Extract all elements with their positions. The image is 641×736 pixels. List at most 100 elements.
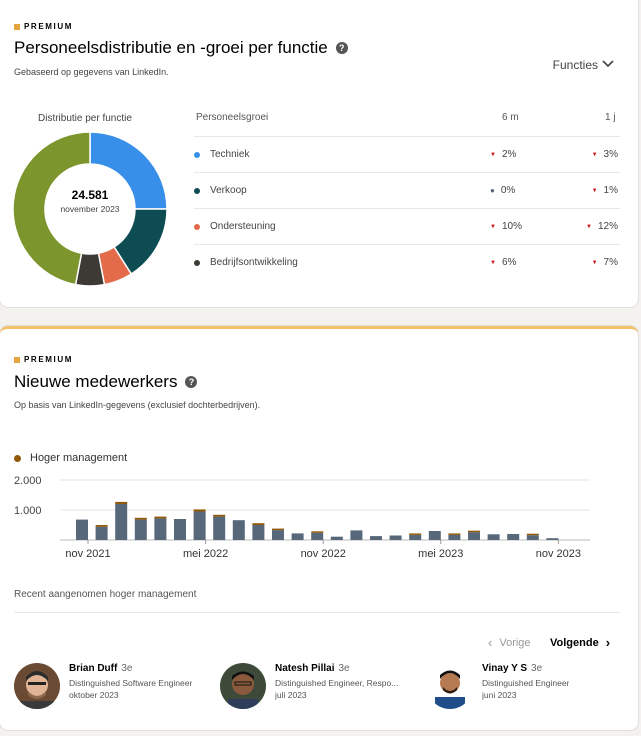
bar[interactable]	[232, 520, 245, 540]
one-year-growth: ▼ 3%	[591, 149, 618, 160]
bar[interactable]	[174, 519, 186, 540]
avatar[interactable]	[427, 663, 473, 709]
bar[interactable]	[546, 538, 559, 540]
avatar[interactable]	[14, 663, 60, 709]
function-color-dot	[194, 224, 200, 230]
bar[interactable]	[350, 530, 363, 540]
trend-down-icon: ▼	[586, 224, 592, 230]
hire-info: Brian Duff 3e Distinguished Software Engi…	[69, 663, 192, 709]
bar-segment-senior[interactable]	[213, 514, 226, 517]
function-row: Techniek ▼ 2% ▼ 3%	[194, 136, 620, 172]
bar[interactable]	[330, 536, 343, 540]
six-month-growth: ● 0%	[490, 185, 516, 196]
premium-icon	[14, 356, 20, 363]
next-button[interactable]: Volgende ›	[550, 635, 610, 650]
one-year-growth: ▼ 1%	[591, 185, 618, 196]
hire-name[interactable]: Natesh Pillai 3e	[275, 663, 350, 674]
functies-dropdown[interactable]: Functies	[553, 58, 614, 72]
bar-segment-senior[interactable]	[252, 523, 265, 525]
hire-info: Vinay Y S 3e Distinguished Engineer juni …	[482, 663, 569, 709]
bar-segment-senior[interactable]	[115, 501, 128, 504]
chart-legend: Hoger management	[14, 452, 127, 464]
chevron-right-icon: ›	[605, 635, 611, 650]
hires-title-text: Nieuwe medewerkers	[14, 372, 178, 391]
hire-role: Distinguished Engineer	[482, 678, 570, 688]
function-row: Bedrijfsontwikkeling ▼ 6% ▼ 7%	[194, 244, 620, 280]
x-tick-label: mei 2023	[418, 548, 463, 560]
hire-card-vinay-y-s[interactable]: Vinay Y S 3e Distinguished Engineer juni …	[427, 663, 569, 709]
hire-card-brian-duff[interactable]: Brian Duff 3e Distinguished Software Engi…	[14, 663, 192, 709]
function-name: Verkoop	[210, 185, 247, 196]
chevron-left-icon: ‹	[488, 635, 493, 650]
bar-segment-senior[interactable]	[95, 525, 108, 527]
function-row: Ondersteuning ▼ 10% ▼ 12%	[194, 208, 620, 244]
function-name: Ondersteuning	[210, 221, 276, 232]
bar[interactable]	[409, 534, 422, 540]
bar-segment-senior[interactable]	[134, 517, 147, 520]
hire-name[interactable]: Vinay Y S 3e	[482, 663, 543, 674]
distribution-card: PREMIUM Personeelsdistributie en -groei …	[0, 0, 638, 307]
y-tick-label: 2.000	[14, 475, 42, 487]
hire-card-natesh-pillai[interactable]: Natesh Pillai 3e Distinguished Engineer, …	[220, 663, 398, 709]
six-month-growth: ▼ 6%	[490, 257, 517, 268]
bar-segment-senior[interactable]	[409, 533, 422, 535]
help-icon[interactable]: ?	[185, 376, 198, 388]
donut-center: 24.581 november 2023	[13, 188, 167, 214]
donut-center-date: november 2023	[60, 204, 120, 214]
bar-segment-senior[interactable]	[272, 528, 284, 531]
donut-slice[interactable]	[13, 132, 91, 286]
bar[interactable]	[213, 516, 226, 540]
bar-segment-senior[interactable]	[448, 533, 461, 535]
bar[interactable]	[487, 534, 500, 540]
bar-segment-senior[interactable]	[154, 516, 167, 519]
chevron-down-icon	[602, 59, 614, 71]
donut-center-value: 24.581	[71, 188, 109, 202]
trend-down-icon: ▼	[490, 152, 496, 158]
bar[interactable]	[95, 526, 108, 540]
bar-segment-senior[interactable]	[193, 509, 206, 512]
hires-title: Nieuwe medewerkers ?	[14, 372, 198, 392]
previous-button[interactable]: ‹ Vorige	[488, 635, 531, 650]
function-row: Verkoop ● 0% ▼ 1%	[194, 172, 620, 208]
bar-segment-senior[interactable]	[468, 530, 480, 533]
bar[interactable]	[311, 532, 324, 540]
bar[interactable]	[291, 533, 304, 540]
new-hires-card: PREMIUM Nieuwe medewerkers ? Op basis va…	[0, 326, 638, 730]
bar[interactable]	[252, 525, 265, 540]
bar[interactable]	[272, 530, 284, 540]
bar[interactable]	[370, 536, 382, 540]
trend-down-icon: ▼	[591, 152, 598, 158]
hire-name[interactable]: Brian Duff 3e	[69, 663, 133, 674]
new-hires-bar-chart: 2.000 1.000 nov 2021 mei 2022 nov 2022 mei 20…	[14, 475, 590, 560]
bar[interactable]	[115, 504, 128, 540]
bar[interactable]	[448, 534, 461, 540]
help-icon[interactable]: ?	[335, 42, 348, 54]
premium-label: PREMIUM	[24, 22, 73, 31]
bar[interactable]	[193, 511, 206, 541]
bar[interactable]	[76, 519, 88, 540]
bar[interactable]	[526, 535, 539, 540]
avatar[interactable]	[220, 663, 266, 709]
function-name: Techniek	[210, 149, 250, 160]
trend-down-icon: ▼	[591, 188, 598, 194]
hire-role: Distinguished Engineer, Respo...	[275, 678, 399, 688]
bar-segment-senior[interactable]	[526, 533, 539, 536]
distribution-title-text: Personeelsdistributie en -groei per func…	[14, 38, 328, 57]
premium-label: PREMIUM	[24, 355, 73, 364]
bar[interactable]	[134, 519, 147, 540]
bar[interactable]	[507, 534, 520, 540]
premium-badge: PREMIUM	[14, 22, 73, 31]
legend-label: Hoger management	[30, 452, 128, 464]
x-tick-label: nov 2021	[65, 548, 110, 560]
function-name: Bedrijfsontwikkeling	[210, 257, 298, 268]
bar[interactable]	[428, 531, 441, 540]
bar[interactable]	[154, 518, 167, 540]
bar[interactable]	[468, 532, 480, 540]
function-color-dot	[194, 152, 200, 158]
function-color-dot	[194, 260, 200, 266]
hire-date: juli 2023	[275, 690, 307, 700]
bar[interactable]	[389, 535, 402, 541]
legend-dot	[14, 454, 21, 462]
premium-badge: PREMIUM	[14, 355, 73, 364]
bar-segment-senior[interactable]	[311, 531, 324, 533]
